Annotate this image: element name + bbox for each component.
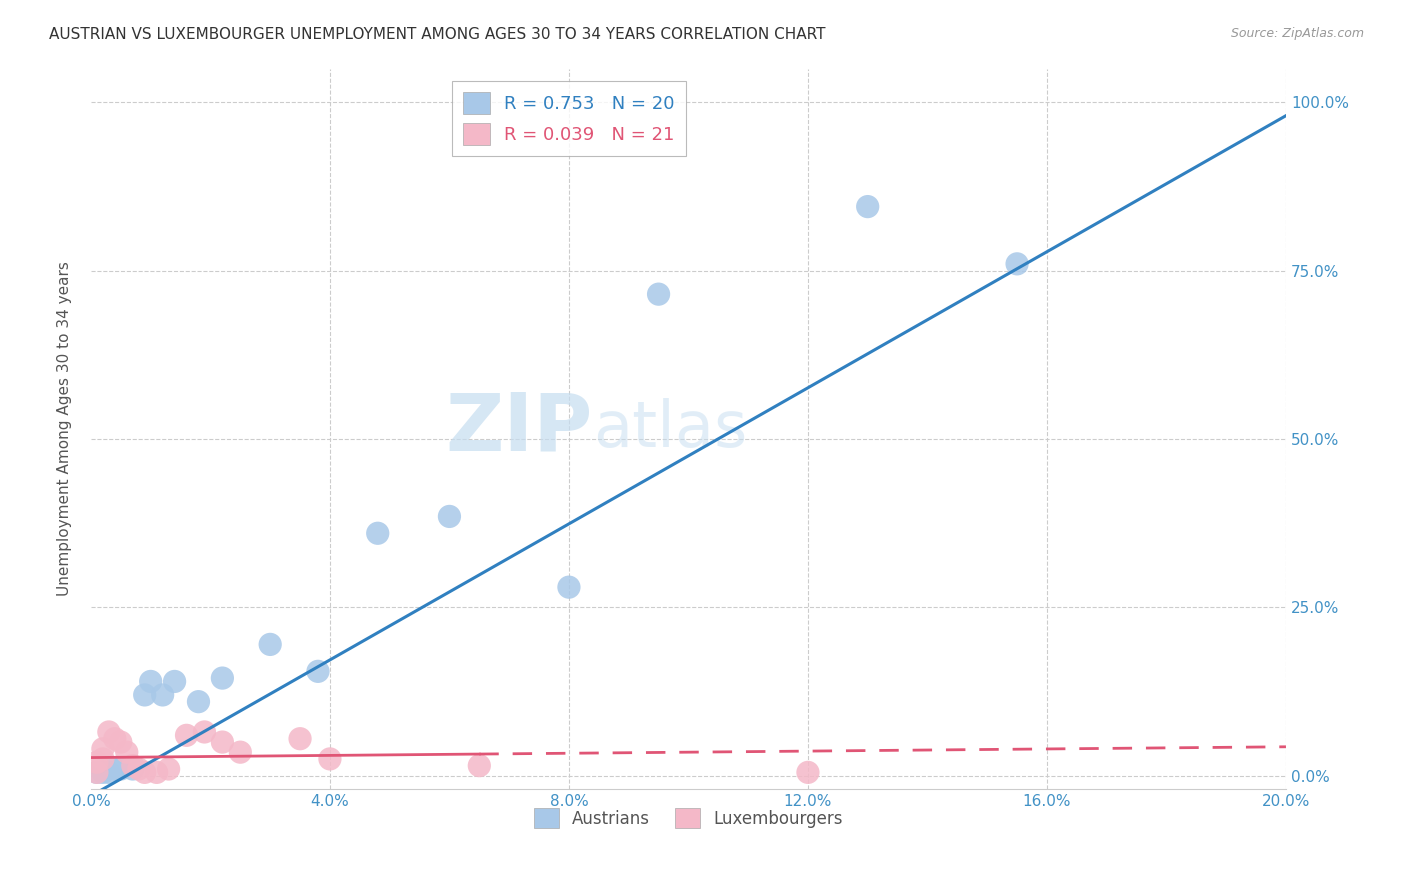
Point — [558, 580, 581, 594]
Y-axis label: Unemployment Among Ages 30 to 34 years: Unemployment Among Ages 30 to 34 years — [58, 261, 72, 597]
Point — [91, 752, 114, 766]
Point — [97, 725, 120, 739]
Point — [797, 765, 820, 780]
Text: ZIP: ZIP — [446, 390, 593, 468]
Point — [152, 688, 174, 702]
Point — [145, 765, 167, 780]
Point — [86, 765, 108, 780]
Point — [104, 762, 127, 776]
Point — [288, 731, 311, 746]
Point — [121, 762, 143, 776]
Point — [367, 526, 389, 541]
Point — [319, 752, 342, 766]
Point — [110, 762, 132, 776]
Point — [307, 665, 329, 679]
Point — [229, 745, 252, 759]
Point — [115, 745, 138, 759]
Text: atlas: atlas — [593, 398, 747, 460]
Point — [134, 688, 156, 702]
Point — [121, 758, 143, 772]
Point — [187, 695, 209, 709]
Point — [211, 671, 233, 685]
Point — [104, 731, 127, 746]
Point — [157, 762, 180, 776]
Point — [647, 287, 669, 301]
Point — [86, 765, 108, 780]
Point — [1005, 257, 1028, 271]
Point — [856, 200, 879, 214]
Point — [97, 765, 120, 780]
Legend: Austrians, Luxembourgers: Austrians, Luxembourgers — [527, 801, 849, 835]
Point — [211, 735, 233, 749]
Point — [259, 637, 281, 651]
Point — [163, 674, 186, 689]
Point — [128, 762, 150, 776]
Text: Source: ZipAtlas.com: Source: ZipAtlas.com — [1230, 27, 1364, 40]
Point — [176, 728, 198, 742]
Point — [134, 765, 156, 780]
Point — [139, 674, 162, 689]
Point — [91, 741, 114, 756]
Point — [91, 765, 114, 780]
Point — [86, 756, 108, 770]
Point — [439, 509, 461, 524]
Point — [468, 758, 491, 772]
Point — [110, 735, 132, 749]
Text: AUSTRIAN VS LUXEMBOURGER UNEMPLOYMENT AMONG AGES 30 TO 34 YEARS CORRELATION CHAR: AUSTRIAN VS LUXEMBOURGER UNEMPLOYMENT AM… — [49, 27, 825, 42]
Point — [193, 725, 215, 739]
